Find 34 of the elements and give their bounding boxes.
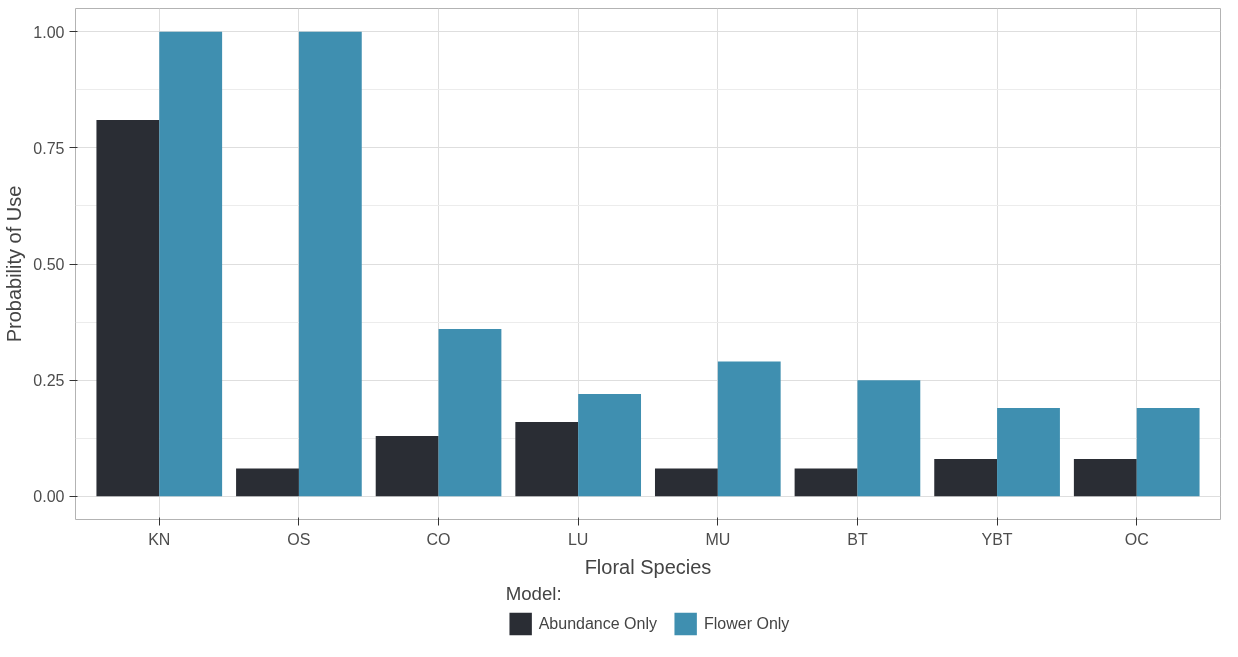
- x-tick-label: YBT: [981, 530, 1013, 548]
- bar: [717, 361, 781, 497]
- x-axis-title: Floral Species: [584, 555, 712, 578]
- legend-label: Flower Only: [703, 614, 790, 633]
- y-tick-label: 0.75: [33, 139, 65, 157]
- x-tick-label: MU: [705, 530, 731, 548]
- bar: [857, 380, 921, 497]
- bar: [1073, 459, 1137, 497]
- x-tick-label: CO: [426, 530, 451, 548]
- bar: [578, 394, 642, 497]
- bar: [438, 329, 502, 497]
- bar: [794, 468, 858, 497]
- legend-title: Model:: [505, 582, 563, 605]
- legend-label: Abundance Only: [538, 614, 657, 633]
- bar: [159, 31, 223, 497]
- x-tick-label: LU: [567, 530, 589, 548]
- x-tick-label: BT: [847, 530, 868, 548]
- bar: [654, 468, 718, 497]
- bar: [515, 421, 579, 497]
- x-tick-label: KN: [148, 530, 171, 548]
- bar: [236, 468, 299, 497]
- x-tick-label: OS: [287, 530, 311, 548]
- bar: [997, 408, 1060, 497]
- y-tick-label: 1.00: [33, 23, 65, 41]
- y-tick-label: 0.00: [33, 488, 65, 506]
- y-axis-title: Probability of Use: [3, 185, 26, 343]
- bar: [1136, 408, 1200, 497]
- bar: [934, 459, 998, 497]
- bar: [96, 119, 160, 497]
- y-tick-label: 0.50: [33, 256, 65, 273]
- x-tick-label: OC: [1124, 530, 1149, 548]
- y-tick-label: 0.25: [33, 372, 65, 390]
- bar: [298, 31, 362, 497]
- bar: [375, 435, 439, 497]
